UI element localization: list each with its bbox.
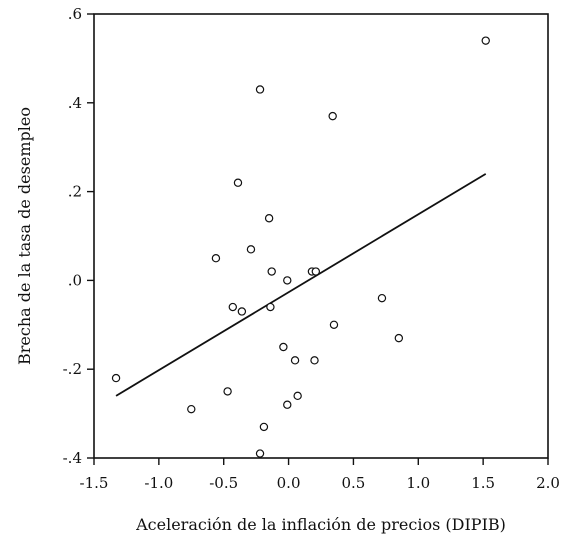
data-point: [237, 307, 247, 316]
data-point: [311, 267, 321, 276]
fit-line-group: [115, 173, 487, 397]
x-tick-label: -1.5: [80, 474, 109, 492]
x-tick-label: -1.0: [144, 474, 173, 492]
data-point: [255, 449, 265, 458]
data-point: [279, 342, 288, 352]
y-tick-label: .2: [68, 183, 82, 201]
data-point: [283, 276, 292, 285]
y-tick-label: -.2: [63, 360, 82, 378]
data-point: [187, 404, 196, 414]
data-point: [293, 391, 302, 401]
y-tick-label: .6: [68, 5, 82, 23]
data-points: [111, 36, 490, 458]
x-tick-label: 1.0: [406, 474, 430, 492]
data-point: [329, 320, 339, 329]
fit-line: [115, 173, 487, 397]
data-point: [228, 302, 237, 312]
data-point: [328, 111, 337, 121]
x-axis-ticks: -1.5 -1.0 -0.5 0.0 0.5 1.0 1.5 2.0: [80, 458, 560, 492]
y-axis-label: Brecha de la tasa de desempleo: [15, 107, 34, 365]
plot-frame: [93, 13, 549, 459]
data-point: [310, 356, 319, 365]
data-point: [481, 36, 490, 45]
data-point: [259, 422, 269, 432]
data-point: [283, 400, 292, 409]
data-point: [255, 85, 265, 94]
data-point: [233, 178, 243, 187]
y-axis-ticks: -.4 -.2 .0 .2 .4 .6: [63, 5, 94, 467]
x-tick-label: -0.5: [209, 474, 238, 492]
x-axis-label: Aceleración de la inflación de precios (…: [135, 515, 506, 534]
data-point: [111, 373, 121, 383]
y-tick-label: .0: [68, 271, 82, 289]
data-point: [266, 302, 275, 312]
data-point: [223, 387, 232, 396]
x-tick-label: 2.0: [536, 474, 560, 492]
y-tick-label: -.4: [63, 449, 82, 467]
x-tick-label: 0.0: [277, 474, 301, 492]
data-point: [267, 267, 276, 276]
data-point: [246, 245, 256, 254]
x-tick-label: 0.5: [341, 474, 365, 492]
data-point: [394, 333, 404, 343]
data-point: [377, 293, 387, 303]
x-tick-label: 1.5: [471, 474, 495, 492]
data-point: [290, 356, 300, 365]
y-tick-label: .4: [68, 94, 82, 112]
data-point: [211, 254, 221, 263]
data-point: [264, 214, 274, 223]
